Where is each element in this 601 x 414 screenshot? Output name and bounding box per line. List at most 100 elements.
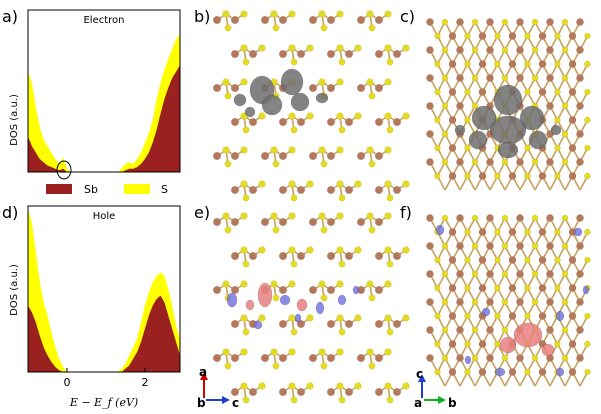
sb-atom — [516, 242, 524, 250]
sb-atom — [374, 251, 384, 261]
sb-atom — [278, 15, 288, 25]
s-atom — [434, 256, 441, 264]
sb-atom — [508, 312, 517, 320]
sb-atom — [278, 251, 288, 261]
s-atom — [441, 354, 449, 362]
sb-atom — [478, 228, 487, 236]
s-atom — [434, 32, 441, 40]
sb-atom — [568, 144, 577, 152]
s-atom — [441, 18, 449, 26]
sb-atom — [426, 242, 434, 250]
sb-atom — [212, 285, 222, 295]
s-atom — [531, 74, 539, 82]
s-atom — [224, 92, 232, 100]
sb-atom — [538, 284, 547, 292]
sb-atom — [576, 102, 584, 110]
s-atom — [584, 340, 591, 348]
s-atom — [464, 32, 471, 40]
s-atom — [240, 348, 248, 356]
sb-atom — [374, 285, 384, 295]
s-atom — [531, 242, 539, 250]
sb-atom — [374, 83, 384, 93]
s-atom — [270, 10, 278, 18]
s-atom — [441, 298, 449, 306]
s-atom — [386, 260, 394, 268]
sb-atom — [374, 15, 384, 25]
panel-f: f) c a b — [400, 203, 591, 410]
sb-atom — [516, 298, 524, 306]
sb-atom — [278, 387, 288, 397]
sb-atom — [344, 319, 354, 329]
s-atom — [501, 326, 509, 334]
s-atom — [402, 382, 410, 390]
s-atom — [561, 74, 569, 82]
sb-atom — [230, 319, 240, 329]
s-atom — [240, 280, 248, 288]
gap-state-circle — [56, 160, 72, 180]
s-atom — [338, 58, 346, 66]
sb-atom — [448, 368, 457, 376]
s-atom — [384, 180, 392, 188]
s-atom — [288, 146, 296, 154]
s-atom — [354, 44, 362, 52]
sb-atom — [486, 46, 494, 54]
s-atom — [222, 78, 230, 86]
s-atom — [318, 212, 326, 220]
density-isosurface — [471, 105, 497, 131]
s-atom — [354, 246, 362, 254]
sb-atom — [568, 284, 577, 292]
s-atom — [368, 226, 376, 234]
s-atom — [336, 314, 344, 322]
dos-area-s — [28, 209, 180, 372]
s-atom — [240, 246, 248, 254]
s-atom — [531, 214, 539, 222]
s-atom — [306, 180, 314, 188]
s-atom — [242, 260, 250, 268]
density-isosurface — [279, 294, 291, 306]
s-atom — [368, 92, 376, 100]
s-atom — [561, 270, 569, 278]
s-atom — [224, 160, 232, 168]
s-atom — [501, 298, 509, 306]
sb-atom — [568, 312, 577, 320]
sb-atom — [260, 15, 270, 25]
legend-sb-swatch — [46, 184, 72, 194]
sb-atom — [230, 353, 240, 363]
s-atom — [471, 270, 479, 278]
s-atom — [386, 396, 394, 404]
s-atom — [524, 60, 531, 68]
density-isosurface — [468, 130, 488, 150]
s-atom — [272, 226, 280, 234]
sb-atom — [568, 256, 577, 264]
panel-c: c) — [400, 7, 591, 191]
axis-left-label: a — [414, 396, 422, 410]
sb-atom — [426, 46, 434, 54]
s-atom — [366, 146, 374, 154]
density-isosurface — [294, 313, 302, 323]
s-atom — [242, 126, 250, 134]
s-atom — [366, 348, 374, 356]
sb-atom — [212, 15, 222, 25]
s-atom — [336, 78, 344, 86]
s-atom — [288, 10, 296, 18]
panel-d-label: d) — [2, 203, 18, 222]
sb-atom — [374, 387, 384, 397]
density-isosurface — [494, 367, 506, 377]
sb-atom — [326, 15, 336, 25]
sb-atom — [356, 15, 366, 25]
sb-atom — [248, 387, 258, 397]
s-atom — [384, 246, 392, 254]
density-isosurface — [352, 285, 360, 295]
s-atom — [554, 116, 561, 124]
density-isosurface — [489, 115, 527, 145]
sb-atom — [260, 151, 270, 161]
sb-atom — [486, 18, 494, 26]
sb-atom — [478, 368, 487, 376]
sb-atom — [374, 217, 384, 227]
sb-atom — [546, 18, 554, 26]
axis-right-arrowhead — [222, 396, 230, 404]
s-atom — [494, 256, 501, 264]
s-atom — [524, 312, 531, 320]
s-atom — [464, 256, 471, 264]
